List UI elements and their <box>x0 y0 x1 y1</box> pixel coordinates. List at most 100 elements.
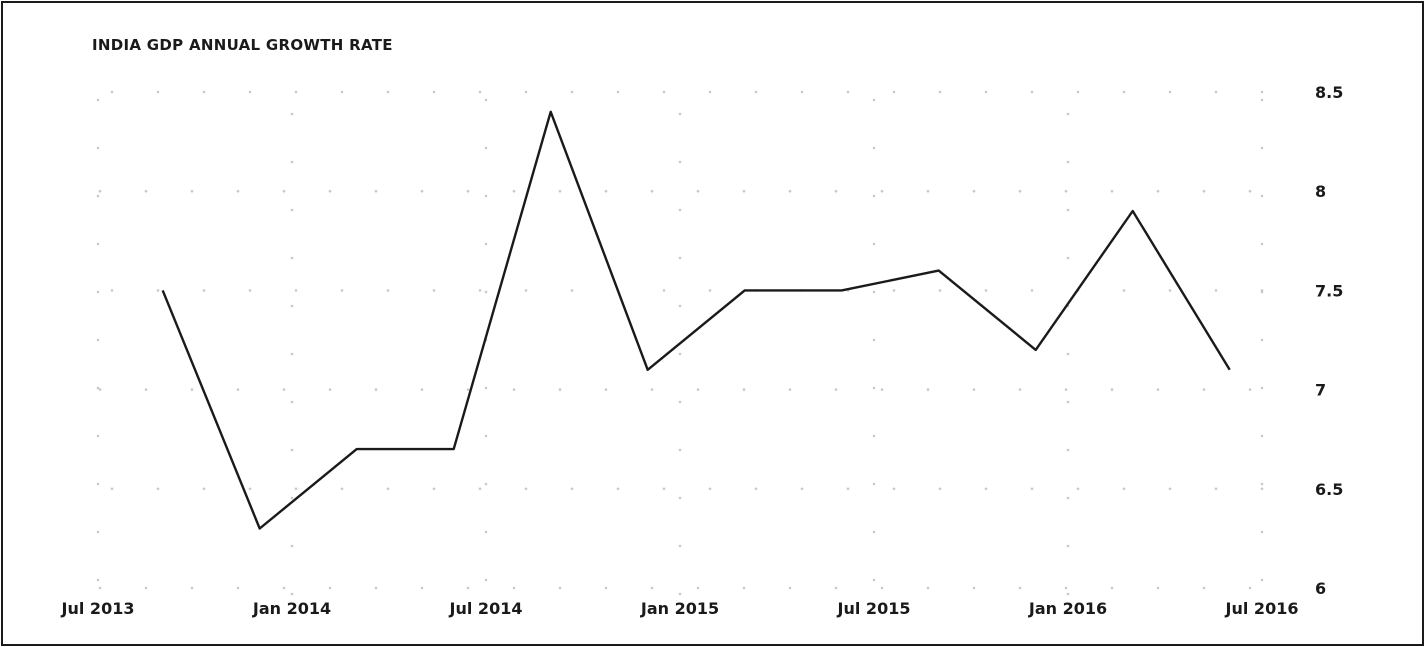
grid-dot <box>1248 189 1252 193</box>
grid-dot <box>202 289 206 292</box>
grid-dot <box>282 388 286 391</box>
grid-dot <box>650 388 654 391</box>
grid-dot <box>484 98 488 102</box>
grid-dot <box>872 578 876 582</box>
grid-dot <box>294 487 298 491</box>
grid-dot <box>846 487 850 491</box>
grid-dot <box>708 289 712 292</box>
grid-dot <box>432 90 436 94</box>
grid-dot <box>512 388 516 391</box>
grid-dot <box>98 189 102 193</box>
grid-dot <box>558 388 562 391</box>
grid-dot <box>96 530 100 534</box>
grid-dot <box>696 586 700 590</box>
grid-dot <box>872 338 876 342</box>
grid-dot <box>248 289 252 292</box>
grid-dot <box>110 90 114 94</box>
grid-dot <box>872 98 876 102</box>
grid-dot <box>512 189 516 193</box>
grid-dot <box>484 146 488 150</box>
grid-dot <box>290 544 294 548</box>
grid-dot <box>650 189 654 193</box>
grid-dot <box>420 189 424 193</box>
grid-dot <box>110 289 114 292</box>
grid-dot <box>144 388 148 391</box>
grid-dot <box>294 90 298 94</box>
grid-dot <box>96 146 100 150</box>
grid-dot <box>662 289 666 292</box>
grid-dot <box>1018 388 1022 391</box>
x-tick-label: Jul 2014 <box>449 599 523 618</box>
grid-dot <box>926 189 930 193</box>
grid-dot <box>96 98 100 102</box>
grid-dot <box>386 487 390 491</box>
grid-dot <box>96 242 100 246</box>
grid-dot <box>678 496 682 500</box>
grid-dot <box>604 586 608 590</box>
grid-dot <box>374 586 378 590</box>
grid-dot <box>1156 586 1160 590</box>
x-tick-label: Jul 2015 <box>837 599 911 618</box>
grid-dot <box>1156 388 1160 391</box>
grid-dot <box>282 586 286 590</box>
grid-dot <box>294 289 298 292</box>
grid-dot <box>1066 208 1070 212</box>
grid-dot <box>484 386 488 390</box>
x-tick-label: Jul 2013 <box>61 599 135 618</box>
grid-dot <box>282 189 286 193</box>
grid-dot <box>1260 146 1264 150</box>
grid-dot <box>1214 487 1218 491</box>
grid-dot <box>742 189 746 193</box>
grid-dot <box>984 90 988 94</box>
grid-dot <box>678 160 682 164</box>
grid-dot <box>1202 189 1206 193</box>
grid-dot <box>880 388 884 391</box>
grid-dot <box>512 586 516 590</box>
grid-dot <box>800 487 804 491</box>
grid-dot <box>604 189 608 193</box>
grid-dot <box>938 289 942 292</box>
grid-dot <box>1214 289 1218 292</box>
grid-dot <box>478 90 482 94</box>
grid-dot <box>1122 90 1126 94</box>
grid-dot <box>1248 388 1252 391</box>
grid-dot <box>892 90 896 94</box>
grid-dot <box>484 482 488 486</box>
grid-dot <box>290 592 294 596</box>
y-tick-label: 7 <box>1315 381 1326 400</box>
y-tick-label: 6.5 <box>1315 480 1343 499</box>
grid-dot <box>788 586 792 590</box>
grid-dot <box>1260 98 1264 102</box>
grid-dot <box>1066 160 1070 164</box>
grid-dot <box>290 160 294 164</box>
grid-dot <box>570 487 574 491</box>
grid-dot <box>290 256 294 260</box>
grid-dot <box>156 487 160 491</box>
grid-dot <box>1260 194 1264 198</box>
grid-dot <box>1110 586 1114 590</box>
grid-dot <box>1030 487 1034 491</box>
grid-dot <box>190 388 194 391</box>
grid-dot <box>328 586 332 590</box>
grid-dot <box>558 586 562 590</box>
grid-dot <box>484 434 488 438</box>
grid-dot <box>1064 586 1068 590</box>
grid-dot <box>190 189 194 193</box>
grid-dot <box>290 496 294 500</box>
y-tick-label: 8.5 <box>1315 83 1343 102</box>
grid-dot <box>1066 544 1070 548</box>
grid-dot <box>984 289 988 292</box>
grid-dot <box>96 194 100 198</box>
grid-dot <box>420 586 424 590</box>
grid-dot <box>1202 586 1206 590</box>
grid-dot <box>524 289 528 292</box>
grid-dot <box>290 400 294 404</box>
grid-dot <box>248 90 252 94</box>
grid-dot <box>290 448 294 452</box>
grid-dot <box>1260 530 1264 534</box>
grid-dot <box>248 487 252 491</box>
grid-dot <box>1260 338 1264 342</box>
grid-dot <box>834 388 838 391</box>
grid-dot <box>1122 289 1126 292</box>
grid-dot <box>558 189 562 193</box>
